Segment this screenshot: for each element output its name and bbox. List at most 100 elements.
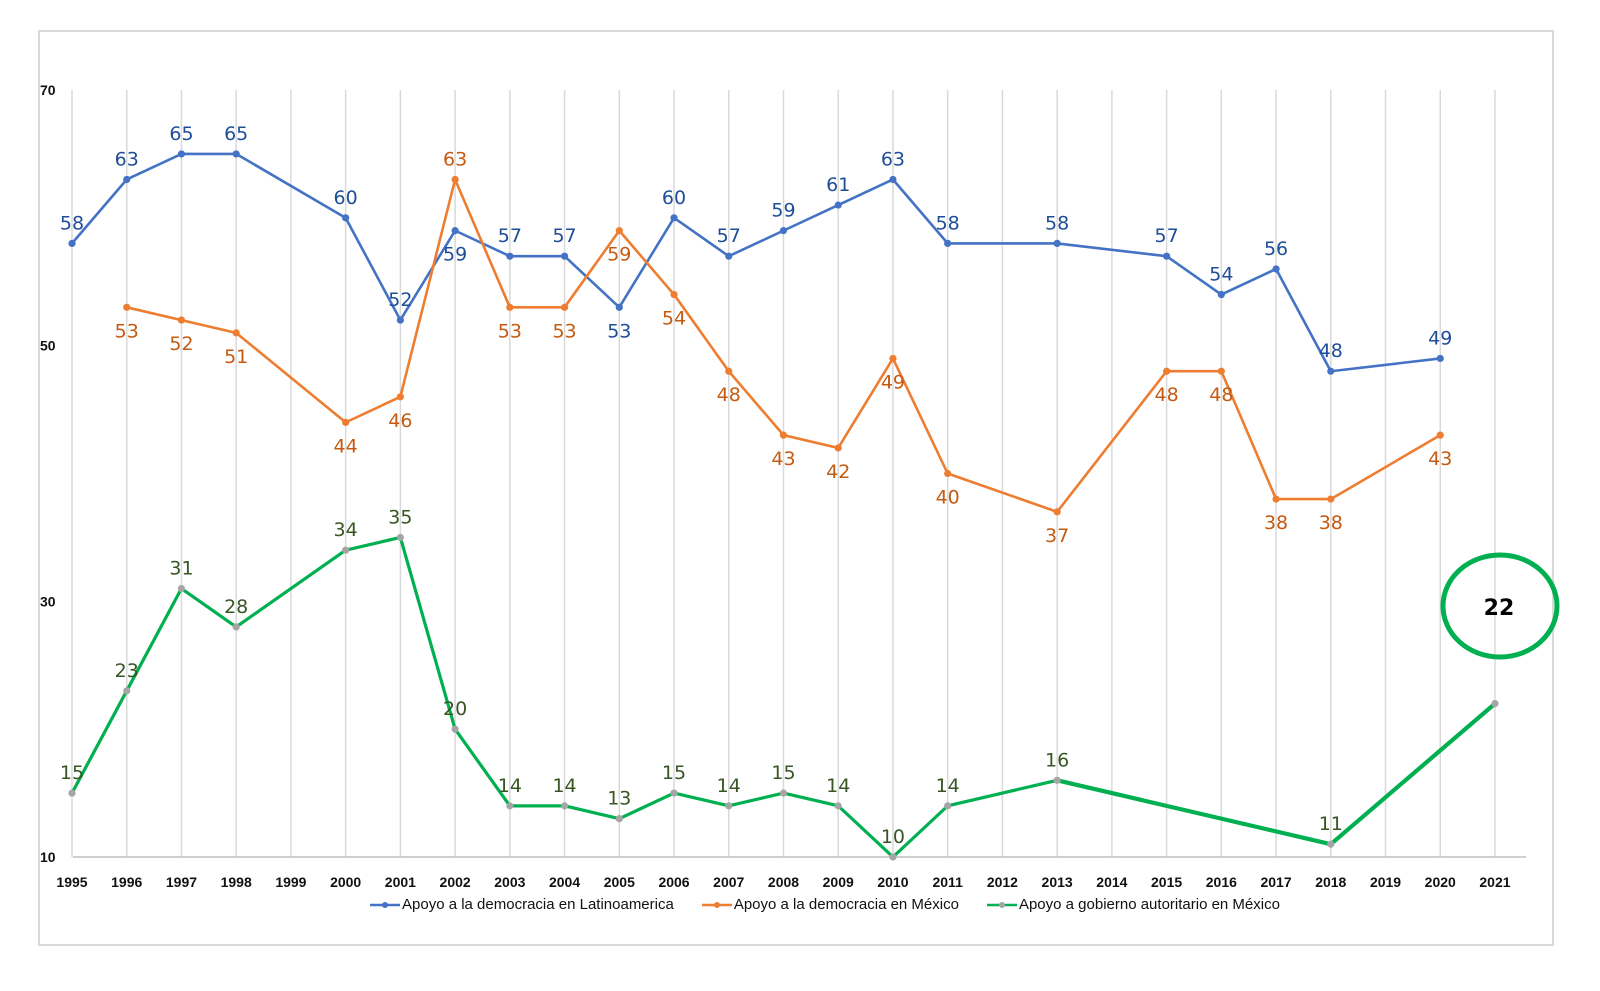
data-label: 52 [388, 289, 412, 311]
data-point [1491, 700, 1499, 708]
series-line-segment [562, 804, 621, 821]
data-label: 59 [607, 244, 631, 266]
series-line-segment [672, 216, 731, 258]
data-label: 31 [169, 558, 193, 580]
data-point [1327, 840, 1335, 848]
series-line-segment [234, 548, 348, 629]
series-line-segment [672, 791, 731, 808]
x-tick-label: 2000 [330, 874, 361, 890]
data-label: 14 [826, 775, 850, 797]
data-point [779, 789, 788, 797]
data-label: 54 [1209, 264, 1233, 286]
data-label: 60 [662, 187, 686, 209]
series-line-segment [782, 203, 840, 232]
x-tick-label: 2019 [1370, 874, 1401, 890]
data-point [396, 316, 404, 324]
data-label: 43 [1428, 448, 1452, 470]
x-tick-label: 2008 [768, 874, 799, 890]
series-line-segment [399, 229, 457, 322]
data-label: 43 [771, 448, 795, 470]
x-tick-label: 2001 [385, 874, 416, 890]
data-label: 65 [224, 123, 248, 145]
data-point [670, 214, 678, 222]
data-label: 46 [388, 410, 412, 432]
series-line-segment [1329, 357, 1442, 373]
data-point [177, 150, 186, 158]
data-label: 63 [881, 148, 905, 170]
series-line-segment [453, 727, 512, 808]
series-line-segment [946, 472, 1059, 514]
data-point [944, 469, 952, 478]
series-line-segment [125, 586, 184, 693]
data-label: 35 [388, 506, 412, 528]
legend-item-mexico[interactable]: Apoyo a la democracia en México [701, 896, 959, 913]
series-line-segment [727, 229, 785, 258]
legend-item-latinoamerica[interactable]: Apoyo a la democracia en Latinoamerica [370, 896, 674, 913]
data-point [779, 431, 788, 439]
data-point [615, 815, 623, 823]
data-label: 48 [1209, 384, 1233, 406]
data-label: 48 [1155, 384, 1179, 406]
legend-swatch-green-icon [986, 901, 1017, 908]
data-point [1053, 776, 1061, 784]
series-line-segment [70, 178, 129, 245]
series-line-segment [234, 331, 347, 424]
data-label: 57 [498, 225, 522, 247]
data-point [123, 687, 131, 695]
series-line-segment [836, 804, 895, 859]
series-line-segment [1055, 778, 1333, 847]
legend: Apoyo a la democracia en Latinoamerica A… [370, 896, 1280, 913]
data-label: 37 [1045, 525, 1069, 547]
callout-label: 22 [1484, 596, 1515, 621]
data-label: 53 [498, 320, 522, 342]
data-point [560, 303, 569, 311]
x-tick-label: 2013 [1042, 874, 1073, 890]
y-axis: 70 50 30 10 [40, 82, 56, 865]
data-label: 15 [60, 762, 84, 784]
data-label: 57 [552, 225, 576, 247]
data-label: 44 [334, 435, 358, 457]
data-label: 15 [662, 762, 686, 784]
series-1 [123, 175, 1444, 516]
data-point [670, 789, 678, 797]
data-label: 57 [1155, 225, 1179, 247]
series-line-segment [727, 369, 785, 437]
data-point [889, 175, 897, 184]
x-tick-label: 2007 [713, 874, 744, 890]
x-tick-label: 2004 [549, 874, 580, 890]
data-point [342, 214, 350, 222]
data-point [451, 175, 459, 184]
series-line-segment [727, 791, 786, 808]
data-point [1272, 495, 1280, 503]
series-0 [68, 150, 1444, 375]
data-point [1217, 290, 1225, 299]
series-line-segment [1329, 433, 1442, 501]
data-point [1163, 367, 1171, 375]
x-tick-label: 2003 [494, 874, 525, 890]
data-label: 15 [771, 762, 795, 784]
y-tick-label: 10 [40, 849, 56, 865]
x-tick-label: 2014 [1096, 874, 1127, 890]
data-point [342, 418, 350, 426]
data-point [944, 239, 952, 247]
data-label: 58 [1045, 212, 1069, 234]
legend-swatch-blue-icon [370, 901, 400, 908]
data-point [1053, 508, 1061, 516]
data-label: 59 [771, 200, 795, 222]
series-line-segment [1055, 369, 1168, 514]
x-tick-label: 2002 [440, 874, 471, 890]
legend-item-autoritario[interactable]: Apoyo a gobierno autoritario en México [986, 896, 1280, 913]
series-line-segment [1274, 267, 1333, 373]
series-line-segment [70, 689, 129, 795]
data-label: 38 [1264, 512, 1288, 534]
data-label: 52 [169, 333, 193, 355]
data-labels: 58 63 65 65 60 52 59 57 57 53 60 57 59 61 63 58 58 57 54 56… [60, 123, 1452, 848]
data-label: 20 [443, 698, 467, 720]
data-point [506, 303, 514, 311]
data-label: 16 [1045, 749, 1069, 771]
data-label: 60 [334, 187, 358, 209]
series-2 [68, 533, 1499, 861]
series-line-segment [1220, 369, 1278, 501]
data-label: 57 [717, 225, 741, 247]
